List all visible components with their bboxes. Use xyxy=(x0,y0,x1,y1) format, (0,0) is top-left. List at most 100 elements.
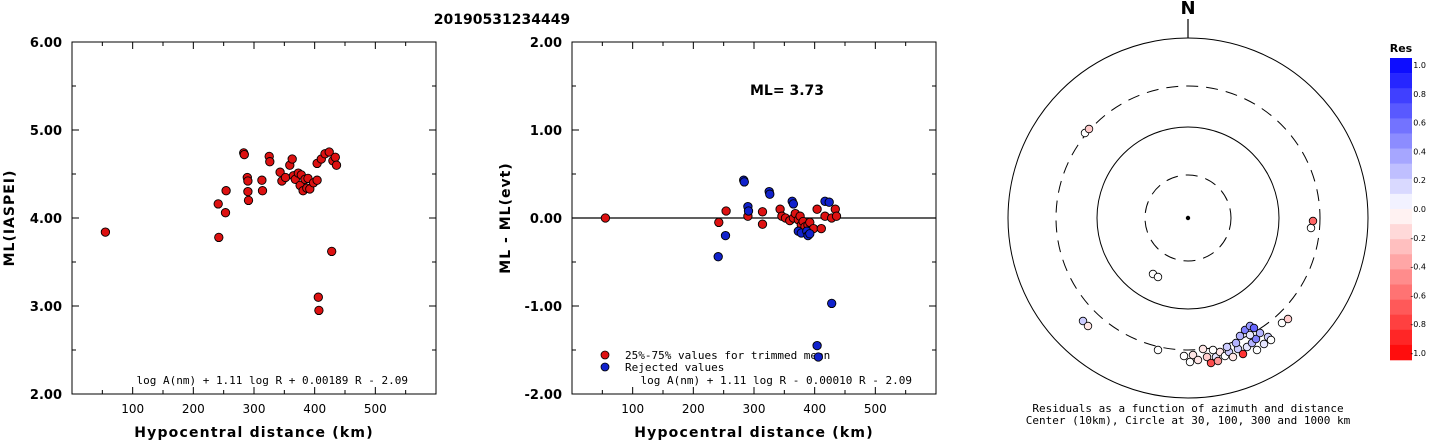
azimuth-point xyxy=(1251,334,1261,344)
colorbar-label: 0.0 xyxy=(1413,205,1426,214)
data-point xyxy=(257,175,267,185)
azimuth-point xyxy=(1202,352,1212,362)
colorbar-cell xyxy=(1390,299,1412,315)
data-point xyxy=(757,207,768,217)
colorbar-cell xyxy=(1390,269,1412,285)
azimuth-point xyxy=(1245,330,1255,340)
colorbar-cell xyxy=(1390,163,1412,180)
azimuth-point xyxy=(1235,331,1245,341)
azimuth-point xyxy=(1198,344,1208,354)
x-axis-label: Hypocentral distance (km) xyxy=(134,425,374,441)
legend-marker-rejected xyxy=(600,362,610,372)
colorbar-cell xyxy=(1390,58,1412,74)
data-point xyxy=(812,204,822,214)
legend-marker-trimmed xyxy=(600,350,610,360)
figure-title: 20190531234449 xyxy=(434,12,570,28)
formula-text: log A(nm) + 1.11 log R + 0.00189 R - 2.0… xyxy=(136,374,408,387)
data-point xyxy=(765,189,775,199)
data-point xyxy=(816,223,826,234)
azimuth-point xyxy=(1238,349,1248,359)
colorbar-label: -0.2 xyxy=(1410,234,1426,243)
data-point xyxy=(721,206,731,216)
azimuth-point xyxy=(1083,321,1093,331)
north-label: N xyxy=(1180,0,1195,19)
azimuth-point xyxy=(1228,352,1238,362)
data-point xyxy=(743,206,754,216)
azimuth-point xyxy=(1306,223,1316,233)
data-point xyxy=(314,305,324,316)
colorbar-cell xyxy=(1390,284,1412,300)
data-point xyxy=(813,352,823,362)
x-tick-label: 500 xyxy=(864,402,887,416)
data-point xyxy=(313,292,323,302)
colorbar-label: 0.4 xyxy=(1413,147,1426,156)
colorbar-cell xyxy=(1390,314,1412,331)
azimuth-point xyxy=(1078,316,1088,326)
data-point xyxy=(324,147,334,157)
azimuth-point xyxy=(1252,345,1262,355)
azimuth-point xyxy=(1255,328,1265,338)
y-tick-label: 1.00 xyxy=(530,124,562,139)
azimuth-point xyxy=(1179,351,1189,361)
colorbar-cell xyxy=(1390,73,1412,89)
colorbar-cell xyxy=(1390,178,1412,195)
data-point xyxy=(788,199,799,209)
azimuth-point xyxy=(1153,272,1163,282)
azimuth-point xyxy=(1222,342,1232,352)
azimuth-point xyxy=(1208,345,1218,355)
y-tick-label: 3.00 xyxy=(30,300,62,315)
azimuth-point xyxy=(1308,216,1318,226)
circle-300km xyxy=(1055,85,1321,351)
data-point xyxy=(280,172,291,183)
x-tick-label: 100 xyxy=(621,402,644,416)
azimuth-point xyxy=(1249,323,1259,333)
data-point xyxy=(257,186,268,196)
x-tick-label: 100 xyxy=(121,402,144,416)
data-point xyxy=(812,340,822,351)
data-point xyxy=(805,229,815,239)
data-point xyxy=(100,227,111,237)
data-point xyxy=(243,195,254,206)
y-axis-label: ML - ML(evt) xyxy=(498,162,514,273)
azimuth-point xyxy=(1084,124,1094,134)
data-point xyxy=(312,175,322,185)
data-point xyxy=(213,199,223,209)
data-point xyxy=(714,217,724,228)
colorbar-cell xyxy=(1390,344,1412,361)
data-point xyxy=(713,252,723,262)
panel-ml-residual: Hypocentral distance (km) ML - ML(evt) M… xyxy=(498,36,937,441)
x-tick-label: 400 xyxy=(803,402,826,416)
x-tick-label: 200 xyxy=(682,402,705,416)
circle-1000km xyxy=(1007,37,1369,399)
x-tick-label: 400 xyxy=(303,402,326,416)
azimuth-point xyxy=(1259,339,1269,349)
azimuth-point xyxy=(1213,356,1223,366)
azimuth-point xyxy=(1193,355,1203,365)
ml-annotation: ML= 3.73 xyxy=(750,83,824,99)
colorbar-cell xyxy=(1390,209,1412,225)
data-point xyxy=(214,232,224,243)
azimuth-point xyxy=(1185,357,1195,367)
circle-30km xyxy=(1144,174,1232,262)
data-point xyxy=(243,176,253,186)
data-point xyxy=(327,246,337,257)
data-point xyxy=(824,197,834,207)
data-point xyxy=(600,213,611,223)
data-point xyxy=(831,211,842,221)
colorbar-label: 0.8 xyxy=(1413,90,1426,99)
residual-colorbar: Res 1.0 0.8 0.6 0.4 0.2 0.0 -0.2 -0.4 -0.6 -0.8 -1… xyxy=(1390,42,1426,361)
data-point xyxy=(243,186,253,197)
data-point xyxy=(221,186,231,196)
colorbar-cell xyxy=(1390,133,1412,149)
circle-100km xyxy=(1096,126,1280,310)
data-point xyxy=(739,177,749,187)
azimuth-point xyxy=(1153,345,1163,355)
colorbar-label: 0.6 xyxy=(1413,119,1426,128)
colorbar-cell xyxy=(1390,193,1412,210)
colorbar-cell xyxy=(1390,329,1412,346)
data-point xyxy=(239,149,249,160)
colorbar-cell xyxy=(1390,88,1412,104)
data-point xyxy=(220,208,231,218)
caption-line-1: Residuals as a function of azimuth and d… xyxy=(1032,402,1343,415)
